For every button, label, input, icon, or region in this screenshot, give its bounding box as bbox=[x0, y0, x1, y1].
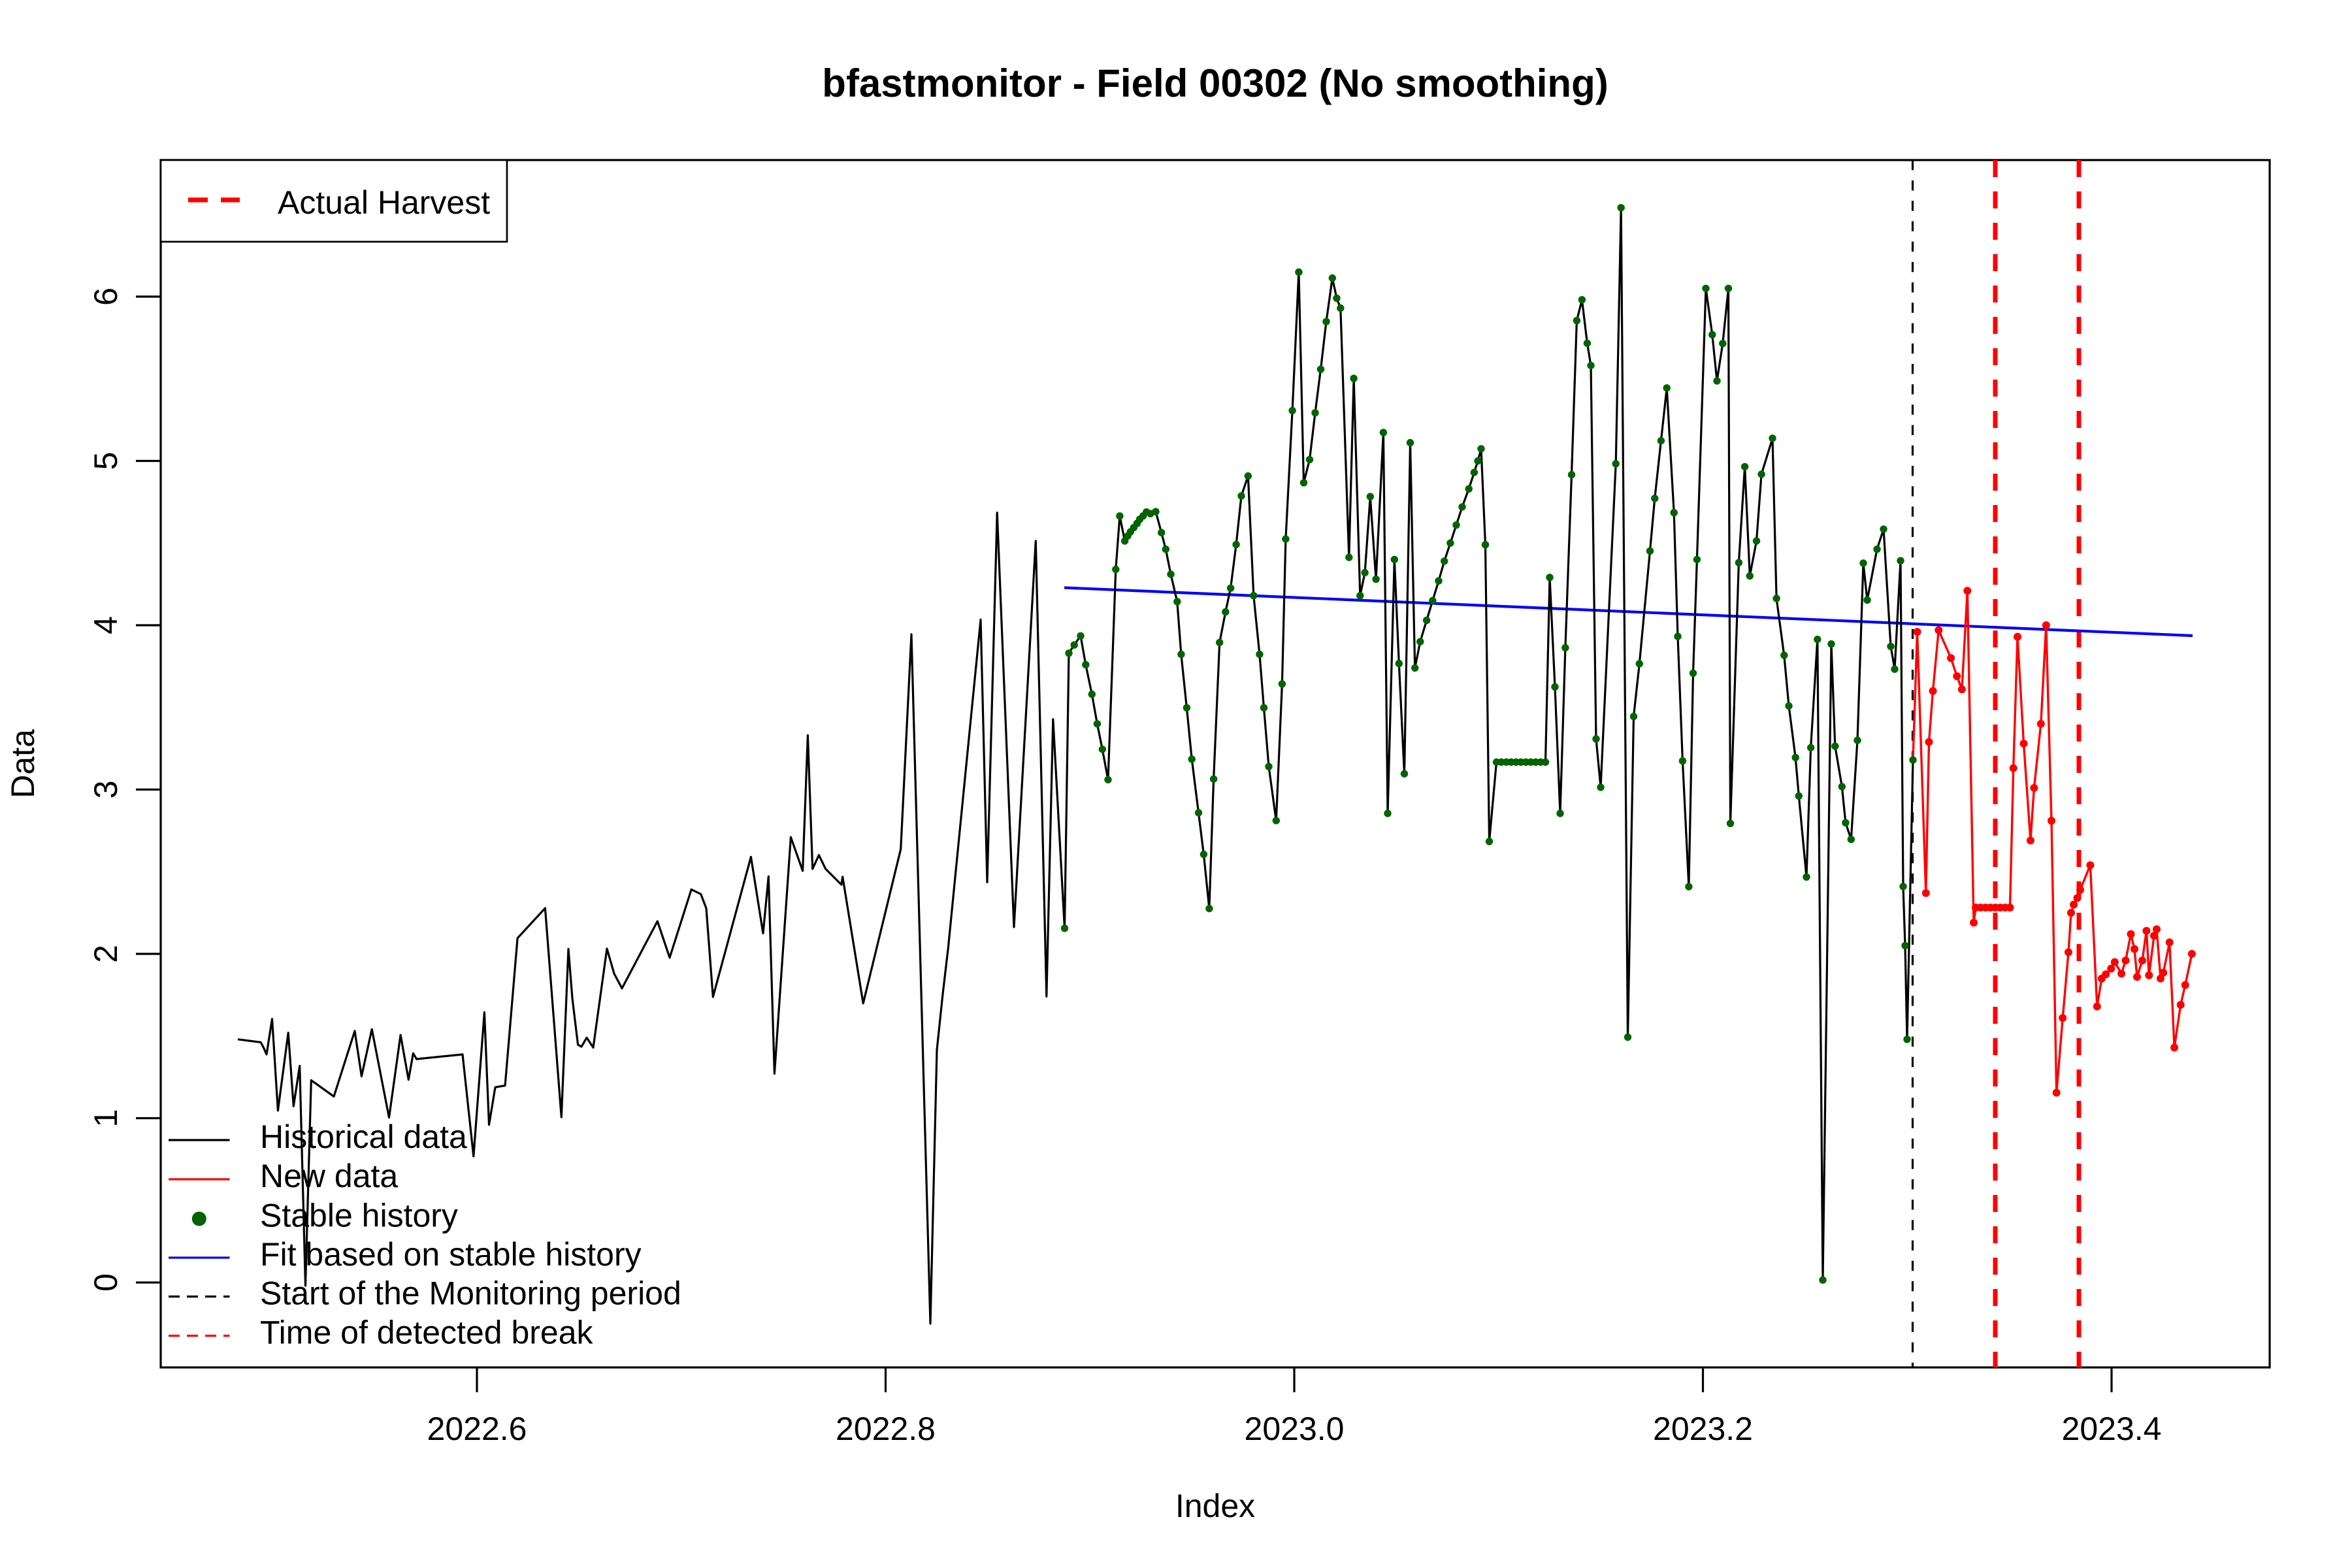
svg-text:Fit based on stable history: Fit based on stable history bbox=[260, 1236, 642, 1273]
svg-text:2023.2: 2023.2 bbox=[1653, 1411, 1753, 1447]
svg-text:Data: Data bbox=[5, 729, 41, 798]
svg-text:Historical data: Historical data bbox=[260, 1119, 467, 1155]
svg-text:Index: Index bbox=[1175, 1488, 1255, 1524]
svg-text:1: 1 bbox=[88, 1109, 124, 1128]
svg-text:Time of detected break: Time of detected break bbox=[260, 1315, 594, 1351]
svg-text:5: 5 bbox=[88, 452, 124, 470]
svg-text:2022.6: 2022.6 bbox=[427, 1411, 527, 1447]
svg-text:Stable history: Stable history bbox=[260, 1198, 458, 1234]
svg-text:6: 6 bbox=[88, 287, 124, 306]
svg-text:bfastmonitor - Field 00302 (No: bfastmonitor - Field 00302 (No smoothing… bbox=[822, 61, 1608, 105]
svg-text:3: 3 bbox=[88, 781, 124, 799]
svg-text:2023.4: 2023.4 bbox=[2062, 1411, 2162, 1447]
svg-text:New data: New data bbox=[260, 1158, 398, 1194]
svg-text:4: 4 bbox=[88, 616, 124, 634]
svg-text:2: 2 bbox=[88, 945, 124, 963]
svg-text:Start of the Monitoring period: Start of the Monitoring period bbox=[260, 1275, 681, 1312]
svg-text:2023.0: 2023.0 bbox=[1245, 1411, 1345, 1447]
svg-text:0: 0 bbox=[88, 1273, 124, 1292]
svg-text:Actual Harvest: Actual Harvest bbox=[278, 184, 490, 221]
svg-text:2022.8: 2022.8 bbox=[836, 1411, 936, 1447]
